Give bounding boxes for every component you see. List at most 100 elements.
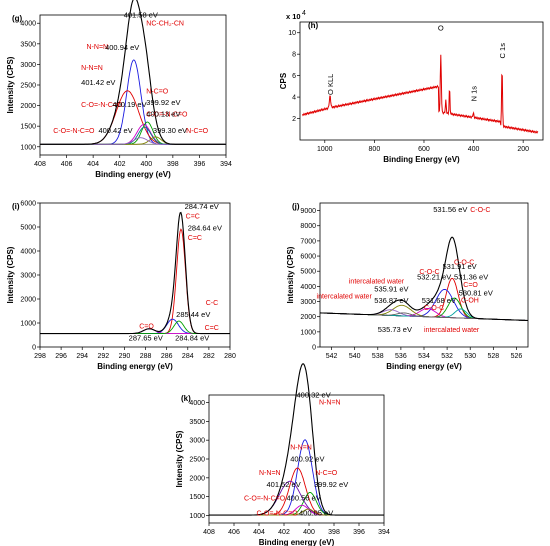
x-tick-label: 800: [369, 146, 381, 153]
peak-assignment-label: N-N=N: [87, 44, 109, 51]
peak-assignment-label: C=C: [186, 214, 200, 221]
y-tick-label: 6: [292, 73, 296, 80]
x-tick-label: 536: [395, 353, 407, 360]
peak-energy-label: 531.56 eV: [433, 205, 467, 214]
peak-assignment-label: N-N=N: [259, 470, 281, 477]
peak-label: O: [438, 24, 444, 33]
x-tick-label: 404: [253, 529, 265, 536]
peak-energy-label: 401.58 eV: [124, 10, 158, 19]
y-tick-label: 2000: [189, 475, 205, 482]
y-tick-label: 4: [292, 95, 296, 102]
peak-energy-label: 532.21 eV: [417, 273, 451, 282]
x-axis-label: Binding Energy (eV): [383, 155, 460, 164]
peak-energy-label: 284.84 eV: [175, 334, 209, 343]
peak-energy-label: 535.73 eV: [378, 325, 412, 334]
peak-energy-label: 400.05 eV: [299, 508, 333, 517]
x-tick-label: 406: [228, 529, 240, 536]
x-tick-label: 402: [114, 161, 126, 168]
peak-energy-label: 535.91 eV: [374, 285, 408, 294]
peak-assignment-label: intercalated water: [349, 278, 405, 285]
y-tick-label: 5000: [300, 269, 316, 276]
peak-assignment-label: C-O=-N-C=O: [146, 112, 188, 119]
x-tick-label: 400: [303, 529, 315, 536]
y-tick-label: 3000: [189, 438, 205, 445]
x-axis-label: Binding energy (eV): [259, 538, 335, 546]
peak-assignment-label: intercalated water: [317, 293, 373, 300]
y-tick-label: 1500: [20, 124, 36, 131]
x-tick-label: 284: [182, 353, 194, 360]
peak-energy-label: 399.92 eV: [314, 480, 348, 489]
peak-assignment-label: C-O-C: [470, 207, 490, 214]
y-axis-label: CPS: [279, 72, 288, 89]
y-tick-label: 4000: [300, 284, 316, 291]
y-axis-label: Intensity (CPS): [175, 430, 184, 487]
x-tick-label: 404: [87, 161, 99, 168]
peak-assignment-label: C=O: [139, 323, 154, 330]
peak-assignment-label: C-C: [206, 300, 218, 307]
y-tick-label: 5000: [20, 225, 36, 232]
y-tick-label: 8000: [300, 223, 316, 230]
y-tick-label: 4000: [20, 21, 36, 28]
x-tick-label: 286: [161, 353, 173, 360]
y-tick-label: 2500: [189, 457, 205, 464]
x-tick-label: 400: [468, 146, 480, 153]
x-tick-label: 294: [76, 353, 88, 360]
plot-frame: [299, 21, 544, 141]
x-axis-label: Binding energy (eV): [95, 170, 171, 179]
peak-energy-label: 531.68 eV: [422, 296, 456, 305]
y-multiplier-exp: 4: [302, 10, 306, 17]
x-tick-label: 542: [326, 353, 338, 360]
x-tick-label: 402: [278, 529, 290, 536]
panel-label: (g): [12, 14, 23, 23]
y-tick-label: 2000: [20, 297, 36, 304]
x-tick-label: 394: [378, 529, 390, 536]
peak-energy-label: 400.13 eV: [146, 110, 180, 119]
peak-label: N 1s: [469, 86, 478, 102]
y-multiplier: x 10: [286, 12, 301, 21]
peak-assignment-label: N-C=O: [146, 89, 169, 96]
x-tick-label: 396: [194, 161, 206, 168]
y-tick-label: 4000: [20, 249, 36, 256]
y-tick-label: 8: [292, 52, 296, 59]
panel-label: (k): [181, 394, 191, 403]
survey-spectrum-line: [302, 54, 539, 134]
peak-energy-label: 400.56 eV: [287, 493, 321, 502]
y-tick-label: 1500: [189, 494, 205, 501]
peak-assignment-label: C-O-C: [424, 305, 444, 312]
y-tick-label: 2500: [20, 83, 36, 90]
x-tick-label: 396: [353, 529, 365, 536]
peak-assignment-label: C-O-C: [419, 269, 439, 276]
panel-label: (h): [308, 21, 319, 30]
y-tick-label: 10: [288, 30, 296, 37]
x-axis-label: Binding energy (eV): [386, 362, 462, 371]
peak-assignment-label: C-OH: [461, 297, 479, 304]
panel-label: (i): [12, 202, 20, 211]
chart-panel-j: 542 540 538 536 534 532 530 528 526 0 1000 2000 3000…: [286, 202, 529, 371]
x-tick-label: 400: [140, 161, 152, 168]
x-tick-label: 408: [203, 529, 215, 536]
y-axis-label: Intensity (CPS): [286, 246, 295, 303]
envelope-curve: [40, 0, 226, 145]
chart-panel-k: 408 406 404 402 400 398 396 394 1000 1500 2000 2500…: [175, 363, 390, 546]
peak-assignment-label: N-C=O: [315, 470, 338, 477]
y-tick-label: 0: [32, 345, 36, 352]
peak-energy-label: 401.52 eV: [267, 480, 301, 489]
y-tick-label: 1000: [189, 513, 205, 520]
y-tick-label: 2000: [20, 103, 36, 110]
peak-energy-label: 285.44 eV: [176, 310, 210, 319]
peak-energy-label: 400.42 eV: [98, 126, 132, 135]
x-tick-label: 526: [511, 353, 523, 360]
peak-assignment-label: C=C: [205, 325, 219, 332]
y-tick-label: 0: [312, 345, 316, 352]
x-tick-label: 408: [34, 161, 46, 168]
peak-energy-label: 284.74 eV: [185, 202, 219, 211]
x-tick-label: 398: [328, 529, 340, 536]
y-axis-label: Intensity (CPS): [6, 56, 15, 113]
peak-label: O KLL: [326, 74, 335, 95]
y-tick-label: 7000: [300, 238, 316, 245]
peak-assignment-label: N-N=N: [81, 65, 103, 72]
peak-energy-label: 284.64 eV: [188, 224, 222, 233]
peak-assignment-label: C=C: [188, 235, 202, 242]
y-tick-label: 6000: [20, 201, 36, 208]
peak-energy-label: 531.36 eV: [454, 273, 488, 282]
